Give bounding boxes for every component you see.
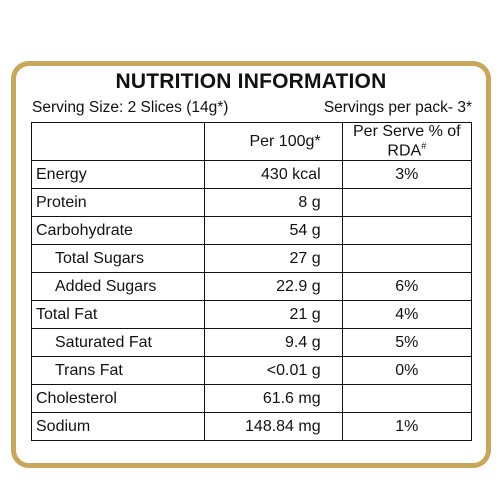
nutrient-per-100g: 21 g [204,300,343,330]
label-title: NUTRITION INFORMATION [115,70,387,93]
table-row-saturated-fat: Saturated Fat 9.4 g 5% [30,328,473,358]
nutrient-per-100g: 61.6 mg [204,384,343,414]
nutrient-name: Cholesterol [30,384,206,414]
table-row-total-sugars: Total Sugars 27 g [30,244,473,274]
nutrient-name: Sodium [30,412,206,442]
nutrition-label: NUTRITION INFORMATION Serving Size: 2 Sl… [11,61,491,468]
nutrient-rda: 3% [341,160,473,190]
nutrient-per-100g: 27 g [204,244,343,274]
servings-per-pack: Servings per pack- 3* [323,99,472,116]
nutrient-per-100g: 9.4 g [204,328,343,358]
header-per-serve-rda-text: Per Serve % of RDA [353,123,461,160]
header-per-serve-rda: Per Serve % of RDA# [341,121,473,162]
nutrient-rda: 0% [341,356,473,386]
table-row-total-fat: Total Fat 21 g 4% [30,300,473,330]
nutrient-rda [341,384,473,414]
nutrient-name: Protein [30,188,206,218]
table-header-row: Per 100g* Per Serve % of RDA# [30,121,473,162]
nutrient-rda: 4% [341,300,473,330]
header-blank-cell [30,121,206,162]
nutrient-per-100g: 54 g [204,216,343,246]
nutrient-rda: 6% [341,272,473,302]
nutrient-rda: 1% [341,412,473,442]
nutrient-name: Energy [30,160,206,190]
table-row-trans-fat: Trans Fat <0.01 g 0% [30,356,473,386]
rda-footnote-mark: # [421,141,427,151]
table-row-energy: Energy 430 kcal 3% [30,160,473,190]
table-row-carbohydrate: Carbohydrate 54 g [30,216,473,246]
nutrient-name: Saturated Fat [30,328,206,358]
nutrient-rda: 5% [341,328,473,358]
table-row-protein: Protein 8 g [30,188,473,218]
nutrient-rda [341,188,473,218]
nutrition-table: Per 100g* Per Serve % of RDA# Energy 430… [30,121,473,442]
nutrient-name: Added Sugars [30,272,206,302]
table-row-cholesterol: Cholesterol 61.6 mg [30,384,473,414]
nutrient-name: Carbohydrate [30,216,206,246]
table-row-added-sugars: Added Sugars 22.9 g 6% [30,272,473,302]
nutrient-per-100g: 22.9 g [204,272,343,302]
table-row-sodium: Sodium 148.84 mg 1% [30,412,473,442]
nutrient-per-100g: 8 g [204,188,343,218]
nutrient-rda [341,216,473,246]
nutrient-name: Total Fat [30,300,206,330]
nutrient-name: Trans Fat [30,356,206,386]
header-per-100g: Per 100g* [204,121,343,162]
nutrient-per-100g: <0.01 g [204,356,343,386]
nutrient-name: Total Sugars [30,244,206,274]
nutrient-per-100g: 430 kcal [204,160,343,190]
nutrient-per-100g: 148.84 mg [204,412,343,442]
serving-size: Serving Size: 2 Slices (14g*) [32,99,229,116]
nutrient-rda [341,244,473,274]
